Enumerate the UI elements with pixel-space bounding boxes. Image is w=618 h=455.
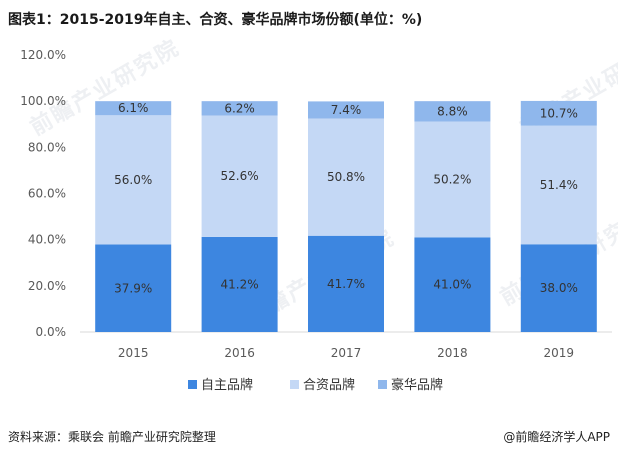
data-label: 41.0%: [433, 278, 471, 292]
y-tick-label: 40.0%: [28, 233, 66, 247]
bar-jv-brand: [201, 115, 278, 237]
data-label: 50.2%: [433, 172, 471, 186]
data-label: 50.8%: [327, 170, 365, 184]
footer: 资料来源：乘联会 前瞻产业研究院整理 @前瞻经济学人APP: [8, 428, 610, 445]
bar-own-brand: [520, 244, 597, 332]
bar-jv-brand: [308, 118, 384, 236]
data-label: 52.6%: [221, 169, 259, 183]
bar-own-brand: [95, 244, 172, 332]
bar-jv-brand: [520, 125, 597, 245]
data-label: 6.1%: [118, 101, 149, 115]
x-tick-label: 2019: [544, 346, 575, 360]
x-tick-label: 2018: [437, 346, 468, 360]
bar-luxury-brand: [414, 101, 491, 122]
bar-luxury-brand: [201, 101, 278, 116]
x-tick-label: 2016: [224, 346, 255, 360]
data-label: 51.4%: [540, 178, 578, 192]
x-tick-label: 2017: [331, 346, 362, 360]
data-label: 7.4%: [331, 103, 362, 117]
data-label: 41.2%: [221, 277, 259, 291]
x-tick-label: 2015: [118, 346, 149, 360]
bar-luxury-brand: [520, 100, 597, 126]
bar-own-brand: [201, 236, 278, 332]
data-label: 37.9%: [114, 281, 152, 295]
bar-jv-brand: [95, 115, 172, 245]
chart-title: 图表1：2015-2019年自主、合资、豪华品牌市场份额(单位：%): [8, 12, 423, 28]
data-label: 6.2%: [224, 101, 255, 115]
legend-swatch: [290, 380, 299, 389]
legend-label: 豪华品牌: [391, 377, 443, 393]
legend-swatch: [378, 380, 387, 389]
bar-jv-brand: [414, 121, 491, 238]
legend-label: 合资品牌: [303, 377, 355, 393]
stacked-bar-chart: 0.0% 20.0% 40.0% 60.0% 80.0% 100.0% 120.0% 37.9…: [20, 48, 612, 393]
bar-own-brand: [414, 237, 491, 332]
y-tick-label: 60.0%: [28, 187, 66, 201]
y-tick-label: 80.0%: [28, 140, 66, 154]
data-label: 38.0%: [540, 281, 578, 295]
bar-luxury-brand: [308, 101, 384, 119]
data-label: 56.0%: [114, 173, 152, 187]
y-tick-label: 100.0%: [20, 94, 66, 108]
bar-own-brand: [308, 235, 384, 332]
legend-label: 自主品牌: [201, 377, 253, 393]
data-label: 41.7%: [327, 277, 365, 291]
source-note: 资料来源：乘联会 前瞻产业研究院整理: [8, 430, 216, 444]
bar-luxury-brand: [95, 101, 172, 116]
data-label: 8.8%: [437, 104, 468, 118]
y-tick-label: 20.0%: [28, 279, 66, 293]
legend-swatch: [188, 380, 197, 389]
y-tick-label: 0.0%: [36, 325, 67, 339]
data-label: 10.7%: [540, 106, 578, 120]
y-tick-label: 120.0%: [20, 48, 66, 62]
brand-credit: @前瞻经济学人APP: [503, 430, 610, 444]
